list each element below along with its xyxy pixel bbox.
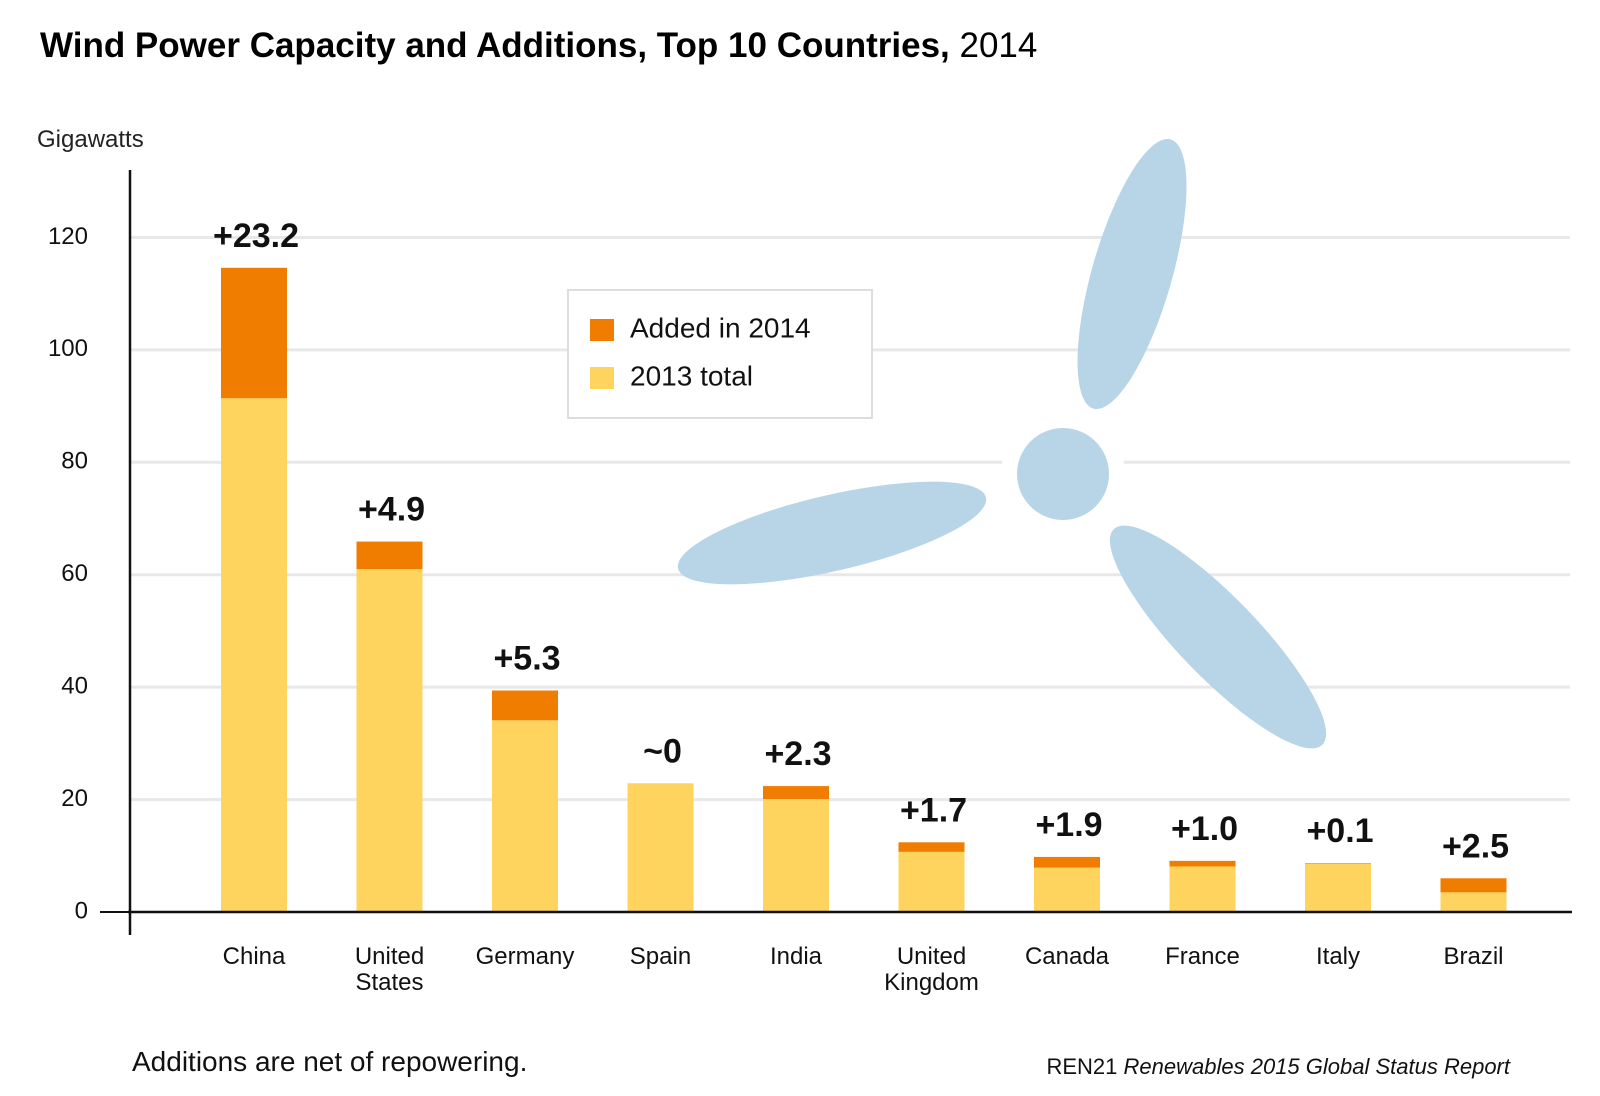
bar-segment (1169, 866, 1236, 912)
blade (677, 481, 987, 585)
legend-label: 2013 total (630, 360, 753, 391)
x-tick-label: Canada (1024, 943, 1110, 970)
bar-segment (356, 541, 423, 570)
x-tick-label: Germany (475, 943, 575, 970)
y-tick-label: 80 (61, 448, 88, 475)
title-year: 2014 (959, 26, 1038, 65)
bar-segment (763, 786, 829, 800)
bar-segment (492, 720, 558, 912)
title-main: Wind Power Capacity and Additions, Top 1… (40, 26, 950, 65)
y-tick-label: 120 (48, 223, 88, 250)
blade (1109, 525, 1327, 749)
source-title: Renewables 2015 Global Status Report (1123, 1054, 1510, 1079)
bar-segment (221, 398, 287, 913)
legend-swatch (590, 367, 614, 389)
bar-segment (1034, 856, 1100, 868)
x-tick-label: China (222, 943, 286, 970)
data-label: +0.1 (1306, 812, 1373, 850)
source: REN21 Renewables 2015 Global Status Repo… (1046, 1054, 1510, 1080)
x-tick-label: United States (354, 943, 425, 996)
y-tick-label: 0 (75, 897, 88, 924)
data-label: +2.5 (1442, 827, 1509, 865)
bar-segment (1034, 867, 1100, 912)
y-tick-label: 60 (61, 560, 88, 587)
y-tick-label: 20 (61, 785, 88, 812)
legend: Added in 2014 2013 total (567, 289, 873, 419)
bars: +23.2 +4.9 +5.3 ~0 +2.3 +1.7 +1.9 +1.0 +0.1 +2.5 (213, 217, 1509, 913)
bar-segment (627, 783, 694, 912)
legend-swatch (590, 319, 614, 341)
y-tick-label: 40 (61, 672, 88, 699)
data-label: +4.9 (358, 491, 425, 529)
data-label: ~0 (643, 732, 682, 770)
x-tick-label: Italy (1315, 943, 1360, 970)
data-label: +1.0 (1171, 810, 1238, 848)
hub (1017, 428, 1109, 520)
bar-segment (221, 267, 287, 399)
source-org: REN21 (1046, 1054, 1118, 1079)
footnote: Additions are net of repowering. (132, 1046, 528, 1077)
turbine-decoration (677, 138, 1327, 749)
bar-segment (1440, 878, 1507, 893)
x-tick-label: Spain (629, 943, 692, 970)
bar-segment (1440, 892, 1507, 912)
data-label: +1.9 (1035, 806, 1102, 844)
x-tick-label: United Kingdom (884, 943, 979, 996)
data-label: +23.2 (213, 217, 299, 255)
data-label: +5.3 (493, 640, 560, 678)
bar-segment (763, 799, 829, 912)
bar-segment (356, 569, 423, 912)
bar-segment (1305, 863, 1371, 912)
data-label: +1.7 (900, 791, 967, 829)
y-axis-label: Gigawatts (37, 126, 144, 153)
blade (1077, 138, 1187, 410)
x-tick-label: France (1165, 943, 1240, 970)
bar-segment (898, 851, 965, 912)
data-label: +2.3 (764, 735, 831, 773)
x-tick-label: India (769, 943, 823, 970)
bar-segment (1305, 863, 1371, 864)
x-tick-label: Brazil (1443, 943, 1504, 970)
chart-title: Wind Power Capacity and Additions, Top 1… (40, 26, 1037, 66)
bar-segment (898, 842, 965, 852)
legend-label: Added in 2014 (630, 312, 811, 343)
bar-segment (492, 690, 558, 721)
legend-box (567, 289, 873, 419)
bar-segment (1169, 860, 1236, 867)
y-tick-label: 100 (48, 335, 88, 362)
